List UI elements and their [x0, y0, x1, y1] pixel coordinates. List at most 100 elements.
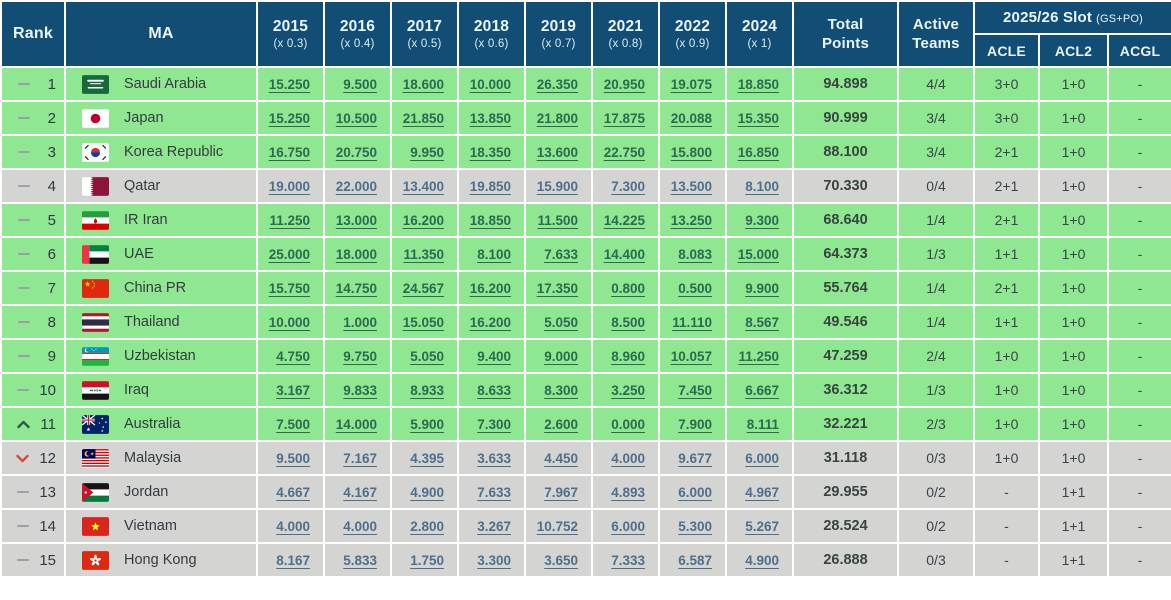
points-link[interactable]: 11.500	[537, 213, 578, 228]
points-link[interactable]: 14.000	[335, 417, 377, 432]
points-link[interactable]: 15.250	[268, 111, 310, 126]
points-link[interactable]: 1.000	[343, 315, 377, 330]
points-link[interactable]: 7.450	[678, 383, 712, 398]
points-link[interactable]: 14.400	[603, 247, 645, 262]
points-link[interactable]: 15.250	[268, 77, 310, 92]
points-link[interactable]: 4.167	[343, 485, 377, 500]
points-link[interactable]: 8.633	[477, 383, 511, 398]
points-link[interactable]: 13.400	[402, 179, 444, 194]
points-link[interactable]: 15.800	[670, 145, 712, 160]
points-link[interactable]: 7.500	[276, 417, 310, 432]
points-link[interactable]: 8.933	[410, 383, 444, 398]
points-link[interactable]: 11.250	[738, 349, 779, 364]
points-link[interactable]: 9.750	[343, 349, 377, 364]
points-link[interactable]: 6.000	[611, 519, 645, 534]
points-link[interactable]: 14.225	[603, 213, 645, 228]
points-link[interactable]: 16.850	[737, 145, 779, 160]
points-link[interactable]: 7.633	[477, 485, 511, 500]
points-link[interactable]: 6.000	[678, 485, 712, 500]
points-link[interactable]: 2.800	[410, 519, 444, 534]
points-link[interactable]: 4.000	[276, 519, 310, 534]
points-link[interactable]: 13.500	[670, 179, 712, 194]
points-link[interactable]: 5.300	[678, 519, 712, 534]
points-link[interactable]: 9.300	[745, 213, 779, 228]
points-link[interactable]: 4.000	[611, 451, 645, 466]
points-link[interactable]: 22.750	[603, 145, 645, 160]
points-link[interactable]: 21.850	[402, 111, 444, 126]
points-link[interactable]: 3.633	[477, 451, 511, 466]
points-link[interactable]: 3.300	[477, 553, 511, 568]
points-link[interactable]: 2.600	[544, 417, 578, 432]
points-link[interactable]: 20.088	[670, 111, 712, 126]
points-link[interactable]: 6.587	[678, 553, 712, 568]
points-link[interactable]: 10.000	[469, 77, 511, 92]
points-link[interactable]: 4.667	[276, 485, 310, 500]
points-link[interactable]: 1.750	[410, 553, 444, 568]
points-link[interactable]: 5.267	[745, 519, 779, 534]
points-link[interactable]: 7.633	[544, 247, 578, 262]
points-link[interactable]: 8.111	[746, 417, 779, 432]
points-link[interactable]: 15.000	[737, 247, 779, 262]
points-link[interactable]: 17.350	[536, 281, 578, 296]
points-link[interactable]: 26.350	[536, 77, 578, 92]
points-link[interactable]: 18.850	[737, 77, 779, 92]
points-link[interactable]: 9.500	[276, 451, 310, 466]
points-link[interactable]: 18.600	[402, 77, 444, 92]
points-link[interactable]: 8.083	[678, 247, 712, 262]
points-link[interactable]: 10.057	[670, 349, 712, 364]
points-link[interactable]: 3.267	[477, 519, 511, 534]
points-link[interactable]: 11.250	[269, 213, 310, 228]
points-link[interactable]: 16.200	[469, 315, 511, 330]
points-link[interactable]: 3.650	[544, 553, 578, 568]
points-link[interactable]: 22.000	[335, 179, 377, 194]
points-link[interactable]: 4.450	[544, 451, 578, 466]
points-link[interactable]: 13.250	[670, 213, 712, 228]
points-link[interactable]: 16.750	[268, 145, 310, 160]
points-link[interactable]: 7.900	[678, 417, 712, 432]
points-link[interactable]: 15.750	[268, 281, 310, 296]
points-link[interactable]: 13.600	[536, 145, 578, 160]
points-link[interactable]: 14.750	[335, 281, 377, 296]
points-link[interactable]: 6.000	[745, 451, 779, 466]
points-link[interactable]: 18.350	[469, 145, 511, 160]
points-link[interactable]: 8.500	[611, 315, 645, 330]
points-link[interactable]: 13.850	[469, 111, 511, 126]
points-link[interactable]: 4.893	[611, 485, 645, 500]
points-link[interactable]: 3.250	[611, 383, 645, 398]
points-link[interactable]: 5.900	[410, 417, 444, 432]
points-link[interactable]: 4.967	[745, 485, 779, 500]
points-link[interactable]: 0.000	[611, 417, 645, 432]
points-link[interactable]: 7.167	[343, 451, 377, 466]
points-link[interactable]: 9.400	[477, 349, 511, 364]
points-link[interactable]: 9.833	[343, 383, 377, 398]
points-link[interactable]: 0.800	[611, 281, 645, 296]
points-link[interactable]: 10.500	[335, 111, 377, 126]
points-link[interactable]: 8.100	[745, 179, 779, 194]
points-link[interactable]: 19.850	[469, 179, 511, 194]
points-link[interactable]: 16.200	[469, 281, 511, 296]
points-link[interactable]: 11.350	[403, 247, 444, 262]
points-link[interactable]: 17.875	[603, 111, 645, 126]
points-link[interactable]: 4.750	[276, 349, 310, 364]
points-link[interactable]: 7.300	[611, 179, 645, 194]
points-link[interactable]: 8.300	[544, 383, 578, 398]
points-link[interactable]: 3.167	[276, 383, 310, 398]
points-link[interactable]: 10.000	[268, 315, 310, 330]
points-link[interactable]: 25.000	[268, 247, 310, 262]
points-link[interactable]: 5.050	[410, 349, 444, 364]
points-link[interactable]: 9.000	[544, 349, 578, 364]
points-link[interactable]: 19.000	[268, 179, 310, 194]
points-link[interactable]: 16.200	[402, 213, 444, 228]
points-link[interactable]: 19.075	[670, 77, 712, 92]
points-link[interactable]: 9.950	[410, 145, 444, 160]
points-link[interactable]: 18.850	[469, 213, 511, 228]
points-link[interactable]: 8.567	[745, 315, 779, 330]
points-link[interactable]: 6.667	[745, 383, 779, 398]
points-link[interactable]: 10.752	[536, 519, 578, 534]
points-link[interactable]: 15.350	[737, 111, 779, 126]
points-link[interactable]: 5.050	[544, 315, 578, 330]
points-link[interactable]: 0.500	[678, 281, 712, 296]
points-link[interactable]: 20.950	[603, 77, 645, 92]
points-link[interactable]: 20.750	[335, 145, 377, 160]
points-link[interactable]: 4.900	[410, 485, 444, 500]
